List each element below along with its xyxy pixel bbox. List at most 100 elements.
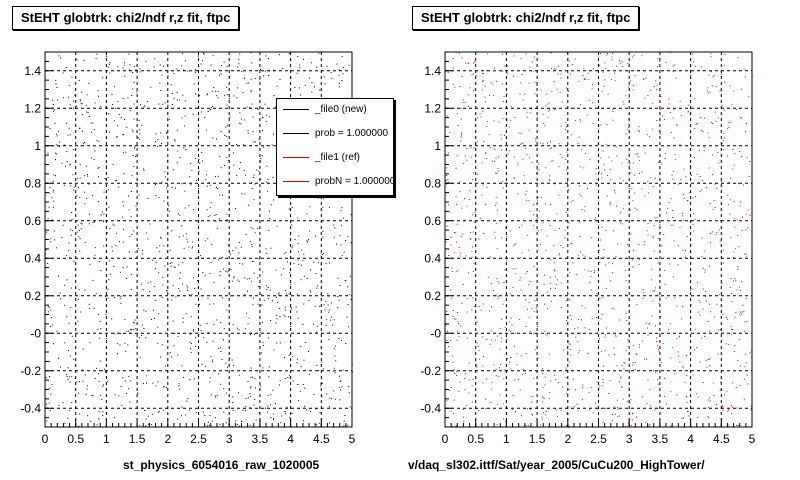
scatter-point: [333, 236, 335, 238]
scatter-point: [288, 374, 290, 376]
scatter-point: [743, 398, 745, 400]
scatter-point: [534, 81, 536, 83]
scatter-point: [743, 253, 745, 255]
scatter-point: [321, 353, 323, 355]
scatter-point: [76, 59, 78, 61]
scatter-point: [318, 422, 320, 424]
scatter-point: [616, 243, 618, 245]
scatter-point: [326, 393, 328, 395]
scatter-point: [174, 139, 176, 141]
scatter-point: [264, 70, 266, 72]
scatter-point: [220, 131, 222, 132]
scatter-point: [139, 356, 141, 358]
scatter-point: [464, 378, 466, 379]
scatter-point: [489, 147, 491, 149]
scatter-point: [473, 221, 475, 223]
scatter-point: [92, 195, 94, 197]
scatter-point: [66, 316, 68, 318]
scatter-point: [534, 144, 536, 146]
scatter-point: [194, 288, 196, 289]
scatter-point: [698, 300, 700, 302]
scatter-point: [96, 367, 98, 369]
scatter-point: [521, 142, 523, 144]
scatter-point: [200, 63, 202, 65]
scatter-point: [125, 151, 127, 153]
scatter-point: [58, 55, 60, 57]
scatter-point: [68, 96, 70, 98]
scatter-point: [717, 353, 719, 355]
scatter-point: [509, 150, 510, 152]
scatter-point: [54, 239, 56, 241]
scatter-point: [685, 176, 687, 178]
scatter-point: [579, 350, 581, 352]
scatter-point: [72, 230, 74, 232]
scatter-point: [190, 343, 192, 344]
scatter-point: [193, 378, 195, 380]
scatter-point: [226, 309, 228, 311]
scatter-point: [102, 220, 104, 222]
scatter-point: [163, 386, 165, 388]
scatter-point: [510, 105, 512, 107]
scatter-point: [141, 335, 142, 337]
scatter-point: [550, 160, 552, 162]
scatter-point: [80, 100, 82, 102]
scatter-point: [486, 378, 488, 380]
scatter-point: [628, 188, 630, 189]
scatter-point: [701, 189, 703, 191]
scatter-point: [516, 353, 518, 355]
scatter-point: [507, 72, 509, 74]
scatter-point: [669, 112, 671, 114]
scatter-point: [694, 128, 696, 129]
scatter-point: [649, 388, 651, 390]
scatter-point: [724, 394, 726, 396]
scatter-point: [88, 307, 90, 309]
scatter-point: [59, 292, 61, 294]
scatter-point: [130, 274, 132, 275]
scatter-point: [265, 248, 267, 250]
scatter-point: [716, 231, 718, 233]
scatter-point: [174, 140, 176, 142]
scatter-point: [257, 108, 259, 110]
scatter-point: [606, 327, 608, 329]
scatter-point: [486, 186, 488, 188]
scatter-point: [665, 403, 667, 405]
scatter-point: [502, 180, 504, 182]
scatter-point: [730, 237, 732, 239]
scatter-point: [473, 262, 475, 264]
x-tick-label: 1: [103, 432, 110, 446]
scatter-point: [489, 343, 491, 345]
scatter-point: [612, 420, 614, 422]
scatter-point: [533, 56, 535, 58]
scatter-point: [288, 316, 289, 318]
scatter-point: [645, 421, 647, 423]
scatter-point: [648, 425, 650, 427]
scatter-point: [578, 352, 580, 354]
scatter-point: [195, 303, 197, 305]
y-tick-label: 0.2: [24, 289, 41, 303]
scatter-point: [95, 58, 97, 60]
scatter-point: [133, 103, 135, 105]
scatter-point: [205, 365, 206, 367]
scatter-point: [331, 316, 333, 318]
scatter-point: [457, 320, 459, 322]
scatter-point: [306, 240, 308, 242]
scatter-point: [749, 352, 751, 354]
scatter-point: [722, 249, 724, 251]
scatter-point: [185, 414, 187, 416]
scatter-point: [722, 149, 724, 150]
legend-entry: _file0 (new): [283, 102, 367, 116]
scatter-point: [577, 255, 579, 257]
scatter-point: [309, 290, 311, 291]
y-tick-label: 1.2: [24, 101, 41, 115]
scatter-point: [548, 398, 550, 400]
scatter-point: [477, 117, 479, 119]
scatter-point: [94, 221, 95, 223]
scatter-point: [330, 302, 332, 304]
scatter-point: [91, 157, 93, 159]
scatter-point: [570, 354, 572, 356]
scatter-point: [456, 374, 457, 376]
scatter-point: [482, 110, 484, 112]
scatter-point: [638, 126, 640, 128]
scatter-point: [195, 346, 196, 347]
scatter-point: [162, 409, 164, 411]
